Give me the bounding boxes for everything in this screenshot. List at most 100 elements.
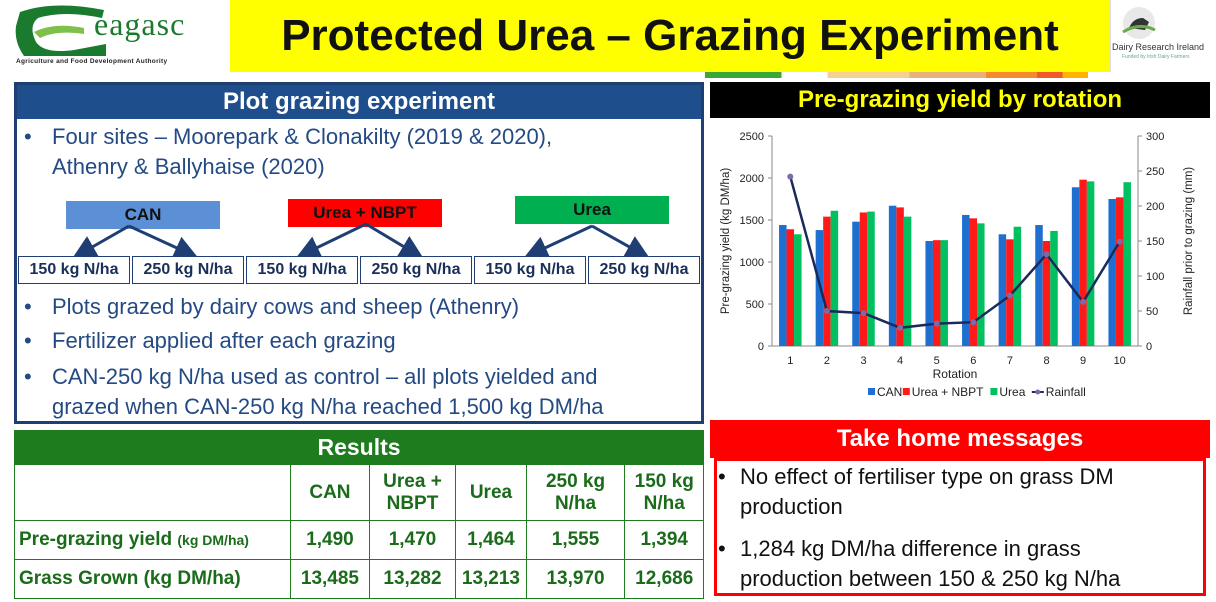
results-table: CAN Urea + NBPT Urea 250 kg N/ha 150 kg … [13,464,704,599]
table-cell [13,464,292,521]
y2-tick-label: 100 [1146,271,1164,283]
y2-tick-label: 150 [1146,236,1164,248]
table-cell: 1,490 [290,520,370,560]
x-tick-label: 2 [824,355,830,367]
legend-swatch [868,388,875,395]
row-label-text: Pre-grazing yield [19,529,173,550]
rainfall-point [970,319,977,326]
rate-urea-250: 250 kg N/ha [588,256,700,284]
x-tick-label: 10 [1114,355,1126,367]
y2-tick-label: 250 [1146,166,1164,178]
table-cell: 1,470 [368,520,457,560]
column-header-line: 150 kg [634,470,694,492]
logo-subtitle: Agriculture and Food Development Authori… [16,58,168,65]
table-row: Grass Grown (kg DM/ha) 13,485 13,282 13,… [13,559,704,599]
page-title: Protected Urea – Grazing Experiment [281,11,1059,60]
rainfall-line [789,176,1121,330]
arrow-diagram [72,222,650,259]
bar-can [852,221,860,346]
x-tick-label: 6 [970,355,976,367]
bar-urea [830,210,839,346]
bar-urea-nbpt [859,212,868,346]
column-header-urea: Urea [455,464,527,521]
table-cell: 13,213 [455,559,527,599]
bar-urea-nbpt [1115,197,1124,346]
y2-axis-label: Rainfall prior to grazing (mm) [1183,167,1195,315]
column-header-line: 250 kg [545,470,606,492]
bar-can [1108,199,1116,346]
column-header-250: 250 kg N/ha [525,464,626,521]
bar-urea [1050,230,1058,346]
y2-tick-label: 0 [1146,341,1152,353]
rainfall-point [897,324,904,331]
bar-urea [903,216,912,346]
table-cell: 1,464 [455,520,527,560]
x-tick-label: 1 [787,355,793,367]
treatment-urea: Urea [515,196,669,224]
rainfall-point [1043,251,1050,258]
legend-label: Urea + NBPT [912,385,984,399]
y-tick-label: 1500 [740,215,764,227]
legend-label: Rainfall [1046,385,1086,399]
plot-panel [14,82,704,424]
dri-name: Dairy Research Ireland [1112,42,1205,52]
table-cell: 13,485 [290,559,370,599]
bar-can [925,241,933,346]
bullet-dot: • [718,536,726,561]
table-cell: 13,970 [525,559,626,599]
rate-urea-150: 150 kg N/ha [474,256,586,284]
take-home-msg-2-line1: 1,284 kg DM/ha difference in grass [740,536,1081,561]
column-header-line: NBPT [386,492,439,514]
chart-header: Pre-grazing yield by rotation [710,82,1210,118]
legend-label: Urea [999,385,1025,399]
treatment-urea-nbpt: Urea + NBPT [288,199,442,227]
rate-nbpt-250: 250 kg N/ha [360,256,472,284]
bar-can [998,234,1007,346]
teagasc-logo: eagasc Agriculture and Food Development … [0,0,230,72]
x-tick-label: 3 [860,355,866,367]
table-row: Pre-grazing yield (kg DM/ha) 1,490 1,470… [13,520,704,560]
column-header-urea-nbpt: Urea + NBPT [368,464,457,521]
x-tick-label: 9 [1080,355,1086,367]
rainfall-point [933,320,940,327]
bar-urea-nbpt [896,207,904,346]
rainfall-point [1116,238,1123,245]
x-tick-label: 7 [1007,355,1013,367]
bullet-dot: • [24,364,32,389]
bullet-sites-line1: Four sites – Moorepark & Clonakilty (201… [52,124,553,149]
rate-can-250: 250 kg N/ha [132,256,244,284]
bar-urea [1086,181,1095,346]
column-header-150: 150 kg N/ha [624,464,704,521]
bar-can [962,214,970,346]
bullet-dot: • [24,124,32,149]
y-tick-label: 0 [758,341,764,353]
y2-tick-label: 50 [1146,306,1158,318]
take-home-msg-1-line2: production [740,494,843,519]
bullet-dot: • [718,464,726,489]
legend-swatch [990,388,998,395]
row-label-unit: (kg DM/ha) [177,532,249,548]
table-row: CAN Urea + NBPT Urea 250 kg N/ha 150 kg … [13,464,704,521]
dri-subtitle: Funded by Irish Dairy Farmers [1122,54,1190,60]
column-header-line: N/ha [554,492,597,514]
cow-icon [1122,7,1156,39]
bullet-grazing: Plots grazed by dairy cows and sheep (At… [52,294,520,319]
legend-label: CAN [877,385,902,399]
plot-panel-header: Plot grazing experiment [17,85,701,119]
bar-urea-nbpt [786,229,795,346]
x-tick-label: 8 [1043,355,1049,367]
column-header-line: N/ha [643,492,685,514]
bar-urea-nbpt [969,218,978,346]
table-cell: 13,282 [368,559,457,599]
bar-urea-nbpt [823,216,831,346]
take-home-msg-2-line2: production between 150 & 250 kg N/ha [740,566,1121,591]
x-tick-label: 4 [897,355,903,367]
bullet-control-line2: grazed when CAN-250 kg N/ha reached 1,50… [52,394,604,419]
rainfall-point [823,308,830,314]
table-cell: 12,686 [624,559,704,599]
y-tick-label: 1000 [740,257,764,269]
row-label-grass-grown: Grass Grown (kg DM/ha) [13,559,292,599]
bar-urea-nbpt [932,240,941,346]
x-tick-label: 5 [934,355,940,367]
bar-urea [977,223,985,346]
